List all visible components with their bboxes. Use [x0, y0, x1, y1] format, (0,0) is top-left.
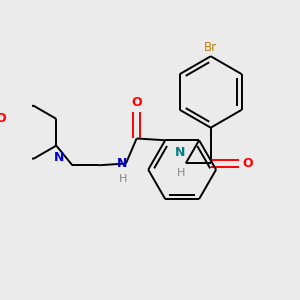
Text: O: O [0, 112, 6, 125]
Text: H: H [176, 168, 185, 178]
Text: O: O [242, 157, 253, 170]
Text: Br: Br [204, 41, 217, 55]
Text: H: H [118, 174, 127, 184]
Text: N: N [116, 157, 127, 170]
Text: O: O [131, 96, 142, 109]
Text: N: N [54, 151, 64, 164]
Text: N: N [175, 146, 185, 159]
